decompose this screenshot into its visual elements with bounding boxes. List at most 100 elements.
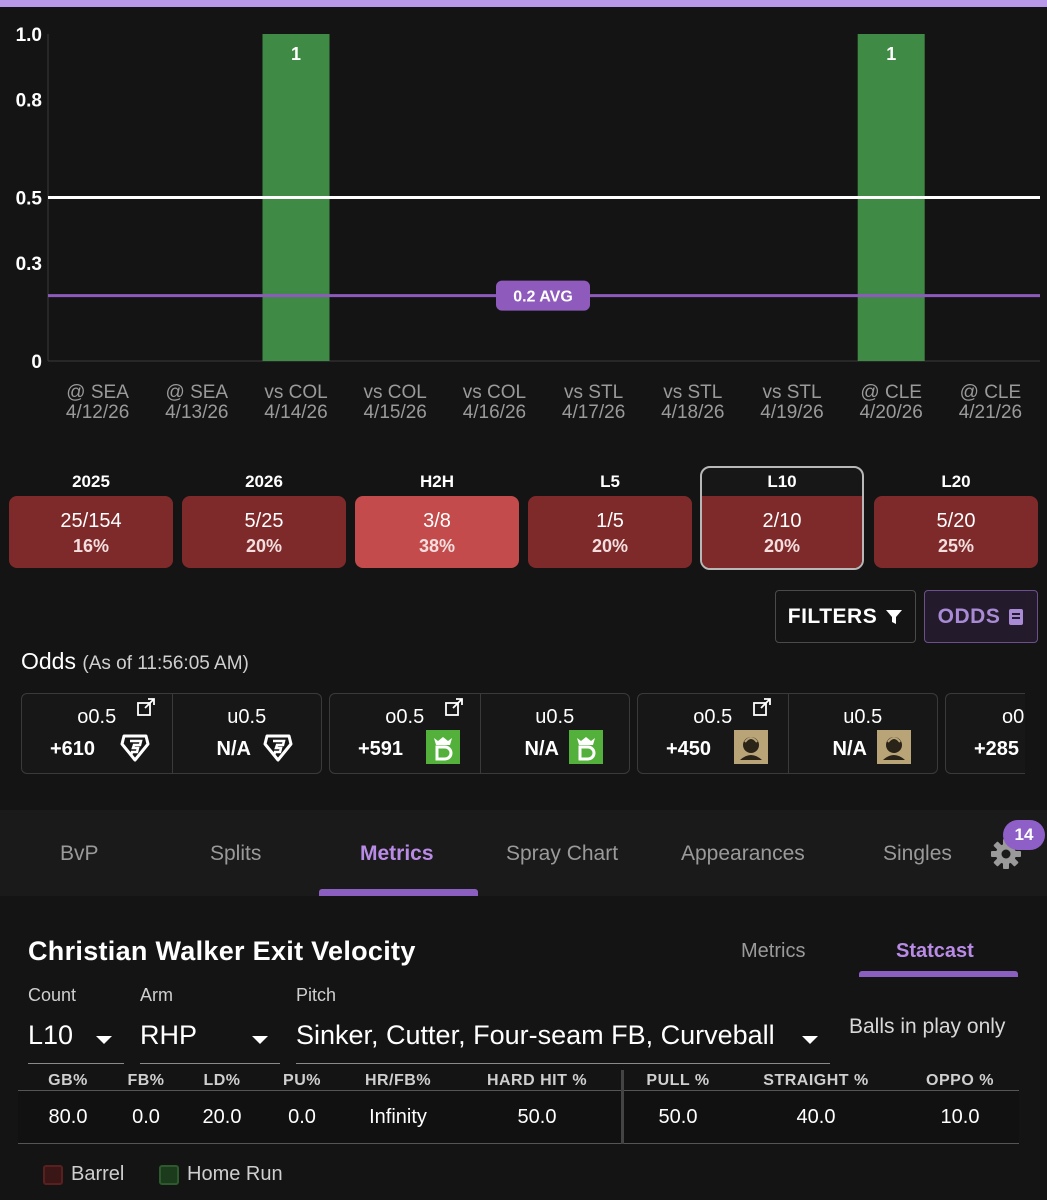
summary-card-box: 2/10 20% [702,496,862,568]
x-tick-date: 4/15/26 [363,402,426,423]
under-odds[interactable]: u0.5 N/A [787,694,938,773]
summary-card-percent: 38% [418,536,456,556]
sportsbook-card-fanduel[interactable]: o0.5 +610 u0.5 N/A [21,693,322,774]
col-header-straight: STRAIGHT % [763,1072,869,1089]
summary-card-l5[interactable]: L5 1/5 20% [528,466,692,570]
fanduel-logo-icon [120,734,150,762]
x-tick-label: vs STL [663,382,722,403]
over-line: o0.5 [693,706,733,728]
subtab-metrics[interactable]: Metrics [741,940,806,962]
col-header-gb: GB% [48,1072,88,1089]
x-tick-label: vs COL [264,382,327,403]
table-row [18,1091,1019,1143]
tab-singles[interactable]: Singles [883,842,952,865]
odds-title: Odds [21,648,76,674]
summary-card-h2h[interactable]: H2H 3/8 38% [355,466,519,570]
tab-spray-chart[interactable]: Spray Chart [506,842,619,865]
tab-metrics[interactable]: Metrics [360,842,434,865]
odds-timestamp: (As of 11:56:05 AM) [82,653,249,674]
fanduel-logo-icon [263,734,292,762]
odds-button[interactable]: ODDS [924,590,1038,643]
under-line: u0.5 [227,706,267,728]
caret-down-icon [96,1036,112,1044]
summary-card-label: 2026 [245,472,283,491]
summary-card-label: H2H [419,472,454,491]
summary-card-l20[interactable]: L20 5/20 25% [874,466,1038,570]
over-odds[interactable]: o0.5 +591 [330,694,480,773]
pull-value: 50.0 [658,1106,698,1128]
book-icon [1009,608,1024,625]
bar-value-label: 1 [291,44,301,64]
under-odds[interactable]: u0.5 N/A [171,694,322,773]
col-header-fb: FB% [127,1072,165,1089]
hard-hit-value: 50.0 [517,1106,557,1128]
hit-rate-summary: 2025 25/154 16% 2026 5/25 20% H2H 3/8 38… [0,466,1047,572]
summary-card-box: 5/20 25% [874,496,1038,568]
count-select[interactable]: L10 [28,1016,124,1064]
over-odds[interactable]: o0.5 +450 [638,694,788,773]
legend-barrel[interactable]: Barrel [43,1163,124,1186]
external-link-icon[interactable] [136,697,156,717]
batted-ball-table: GB% FB% LD% PU% HR/FB% HARD HIT % PULL %… [18,1070,1019,1144]
summary-card-label: L10 [767,472,797,491]
sportsbook-card-partial[interactable]: o0 +285 [945,693,1025,774]
summary-card-fraction: 5/25 [244,510,284,532]
under-odds[interactable]: u0.5 N/A [479,694,630,773]
arm-select[interactable]: RHP [140,1016,280,1064]
x-tick-date: 4/16/26 [463,402,526,423]
summary-card-percent: 25% [937,536,975,556]
column-separator [621,1070,624,1144]
tab-bvp[interactable]: BvP [60,842,99,865]
notification-badge: 14 [1003,820,1045,850]
count-value: L10 [28,1020,74,1050]
summary-card-fraction: 1/5 [596,510,624,532]
pitch-select[interactable]: Sinker, Cutter, Four-seam FB, Curveball [296,1016,830,1064]
x-tick-label: @ CLE [960,382,1022,403]
average-label: 0.2 AVG [513,289,573,306]
summary-card-percent: 16% [72,536,110,556]
summary-card-box: 25/154 16% [9,496,173,568]
odds-button-label: ODDS [937,604,1001,628]
ld-value: 20.0 [202,1106,242,1128]
betmgm-logo-icon [876,730,911,764]
gear-icon[interactable] [990,838,1022,870]
external-link-icon[interactable] [752,697,772,717]
summary-card-l10[interactable]: L10 2/10 20% [700,466,864,570]
sportsbook-card-draftkings[interactable]: o0.5 +591 u0.5 N/A [329,693,630,774]
draftkings-logo-icon [568,730,603,764]
col-header-pull: PULL % [646,1072,710,1089]
tab-splits[interactable]: Splits [210,842,262,865]
legend-home-run[interactable]: Home Run [159,1163,283,1186]
under-price: N/A [216,738,251,760]
x-tick-label: @ CLE [860,382,922,403]
top-accent-bar [0,0,1047,7]
arm-value: RHP [140,1020,198,1050]
external-link-icon[interactable] [444,697,464,717]
oppo-value: 10.0 [940,1106,980,1128]
over-odds[interactable]: o0.5 +610 [22,694,172,773]
summary-card-box: 3/8 38% [355,496,519,568]
summary-card-2026[interactable]: 2026 5/25 20% [182,466,346,570]
y-tick-label: 0.3 [16,254,42,275]
active-subtab-indicator [859,971,1018,977]
col-header-ld: LD% [203,1072,241,1089]
over-price: +285 [974,738,1020,760]
y-tick-label: 0 [31,352,42,373]
col-header-hr-fb: HR/FB% [364,1072,432,1089]
summary-card-fraction: 2/10 [762,510,802,532]
col-header-oppo: OPPO % [926,1072,994,1089]
summary-card-2025[interactable]: 2025 25/154 16% [9,466,173,570]
filters-button-label: FILTERS [787,604,878,628]
filters-button[interactable]: FILTERS [775,590,916,643]
x-tick-label: vs COL [463,382,526,403]
under-line: u0.5 [843,706,883,728]
over-price: +450 [666,738,712,760]
tab-appearances[interactable]: Appearances [681,842,805,865]
subtab-statcast[interactable]: Statcast [896,940,974,962]
balls-in-play-toggle[interactable]: Balls in play only [849,1015,1006,1038]
count-label: Count [28,985,77,1005]
y-tick-label: 1.0 [16,25,42,46]
over-line: o0.5 [77,706,117,728]
sportsbook-card-betmgm[interactable]: o0.5 +450 u0.5 N/A [637,693,938,774]
summary-card-label: 2025 [72,472,110,491]
